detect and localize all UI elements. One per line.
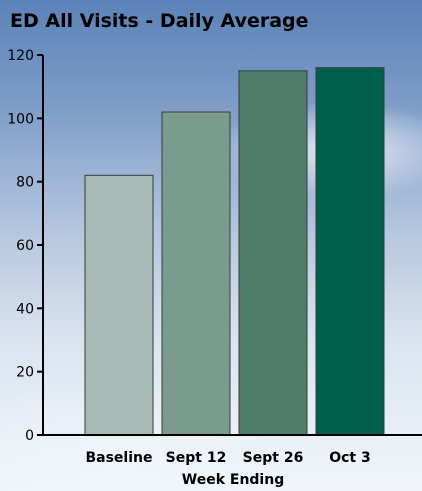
y-tick-label: 80: [16, 175, 34, 191]
y-tick-label: 60: [16, 238, 34, 254]
x-tick-label: Baseline: [85, 450, 152, 466]
y-tick-label: 40: [16, 301, 34, 317]
x-tick-label: Sept 12: [166, 450, 227, 466]
x-tick-label: Sept 26: [243, 450, 304, 466]
x-tick-label: Oct 3: [329, 450, 371, 466]
y-tick-label: 0: [25, 428, 34, 444]
chart-title: ED All Visits - Daily Average: [10, 10, 309, 32]
y-tick-label: 120: [7, 48, 34, 64]
x-axis: Baseline Sept 12 Sept 26 Oct 3: [43, 434, 422, 466]
bar-oct-3: [315, 67, 385, 436]
bars: [84, 67, 385, 436]
y-axis: 0 20 40 60 80 100 120: [7, 48, 44, 444]
y-tick-label: 100: [7, 111, 34, 127]
y-tick-label: 20: [16, 365, 34, 381]
bar-sept-12: [161, 111, 231, 436]
bar-baseline: [84, 174, 154, 436]
bar-sept-26: [238, 70, 308, 436]
x-axis-title: Week Ending: [182, 472, 284, 488]
